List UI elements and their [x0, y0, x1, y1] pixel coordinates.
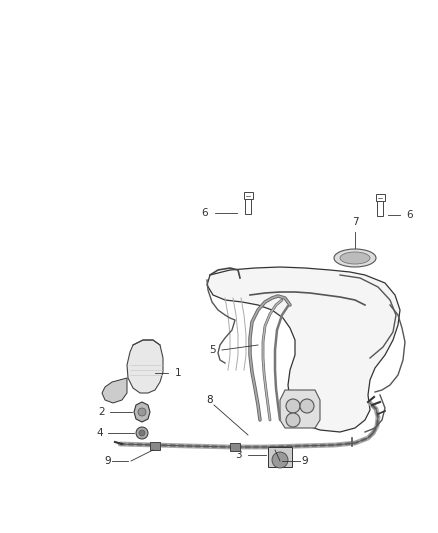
- Polygon shape: [127, 340, 163, 393]
- Circle shape: [139, 430, 145, 436]
- Text: 3: 3: [235, 450, 241, 460]
- Text: 9: 9: [302, 456, 308, 466]
- Circle shape: [272, 452, 288, 468]
- Bar: [230, 443, 240, 451]
- Text: 1: 1: [175, 368, 181, 378]
- Polygon shape: [280, 390, 320, 428]
- Bar: [375, 195, 385, 200]
- Bar: [377, 198, 383, 216]
- Bar: [268, 447, 292, 467]
- Ellipse shape: [334, 249, 376, 267]
- Bar: [150, 442, 160, 450]
- Polygon shape: [207, 267, 400, 432]
- Ellipse shape: [340, 252, 370, 264]
- Text: 6: 6: [407, 210, 413, 220]
- Text: 7: 7: [352, 217, 358, 227]
- Text: 5: 5: [208, 345, 215, 355]
- Text: 6: 6: [201, 208, 208, 218]
- Circle shape: [286, 413, 300, 427]
- Circle shape: [300, 399, 314, 413]
- Polygon shape: [134, 402, 150, 422]
- Text: 8: 8: [207, 395, 213, 405]
- Text: 9: 9: [105, 456, 111, 466]
- Bar: [244, 192, 252, 199]
- Text: 2: 2: [99, 407, 105, 417]
- Text: 4: 4: [97, 428, 103, 438]
- Circle shape: [138, 408, 146, 416]
- Polygon shape: [102, 378, 127, 403]
- Circle shape: [136, 427, 148, 439]
- Circle shape: [286, 399, 300, 413]
- Bar: [245, 196, 251, 214]
